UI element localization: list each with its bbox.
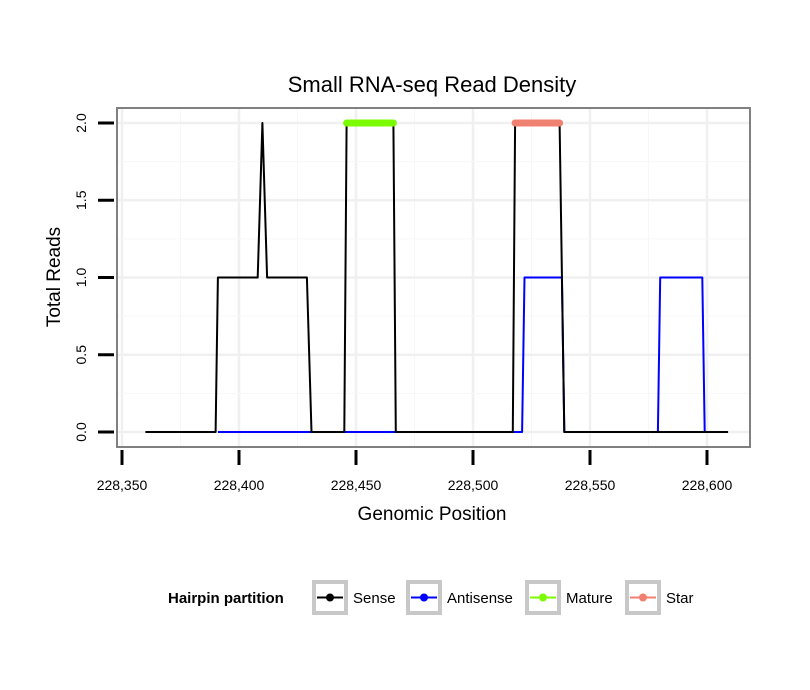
legend-label-star: Star (666, 590, 694, 607)
y-axis-title: Total Reads (44, 227, 65, 327)
x-tick-label: 228,450 (331, 477, 382, 493)
x-tick-label: 228,350 (97, 477, 148, 493)
legend-items: Sense Antisense Mature Star (312, 580, 694, 615)
axes: 228,350 228,400 228,450 228,500 228,550 228,6… (73, 113, 733, 493)
legend-key-dot-sense (326, 593, 334, 602)
legend-title: Hairpin partition (168, 590, 284, 607)
legend-item-sense: Sense (312, 580, 396, 615)
y-tick-label: 1.5 (73, 190, 89, 210)
series-layer (145, 119, 729, 433)
plot-panel (116, 107, 751, 448)
x-tick-label: 228,600 (682, 477, 733, 493)
legend-item-antisense: Antisense (406, 580, 513, 615)
legend-key-dot-star (639, 593, 647, 602)
legend-label-sense: Sense (353, 590, 396, 607)
y-tick-label: 0.5 (73, 345, 89, 365)
legend-item-mature: Mature (525, 580, 613, 615)
legend-label-antisense: Antisense (447, 590, 513, 607)
legend-item-star: Star (625, 580, 694, 615)
x-tick-label: 228,400 (214, 477, 265, 493)
y-tick-label: 2.0 (73, 113, 89, 133)
x-axis-title: Genomic Position (358, 504, 507, 525)
legend: Hairpin partition Sense Antisense Mature St… (168, 580, 694, 615)
legend-key-dot-antisense (420, 593, 428, 602)
x-tick-label: 228,550 (565, 477, 616, 493)
grid (117, 108, 750, 447)
legend-label-mature: Mature (566, 590, 613, 607)
y-tick-label: 0.0 (73, 422, 89, 442)
chart-title: Small RNA-seq Read Density (288, 72, 577, 97)
y-tick-label: 1.0 (73, 268, 89, 288)
x-tick-label: 228,500 (448, 477, 499, 493)
legend-key-dot-mature (539, 593, 547, 602)
